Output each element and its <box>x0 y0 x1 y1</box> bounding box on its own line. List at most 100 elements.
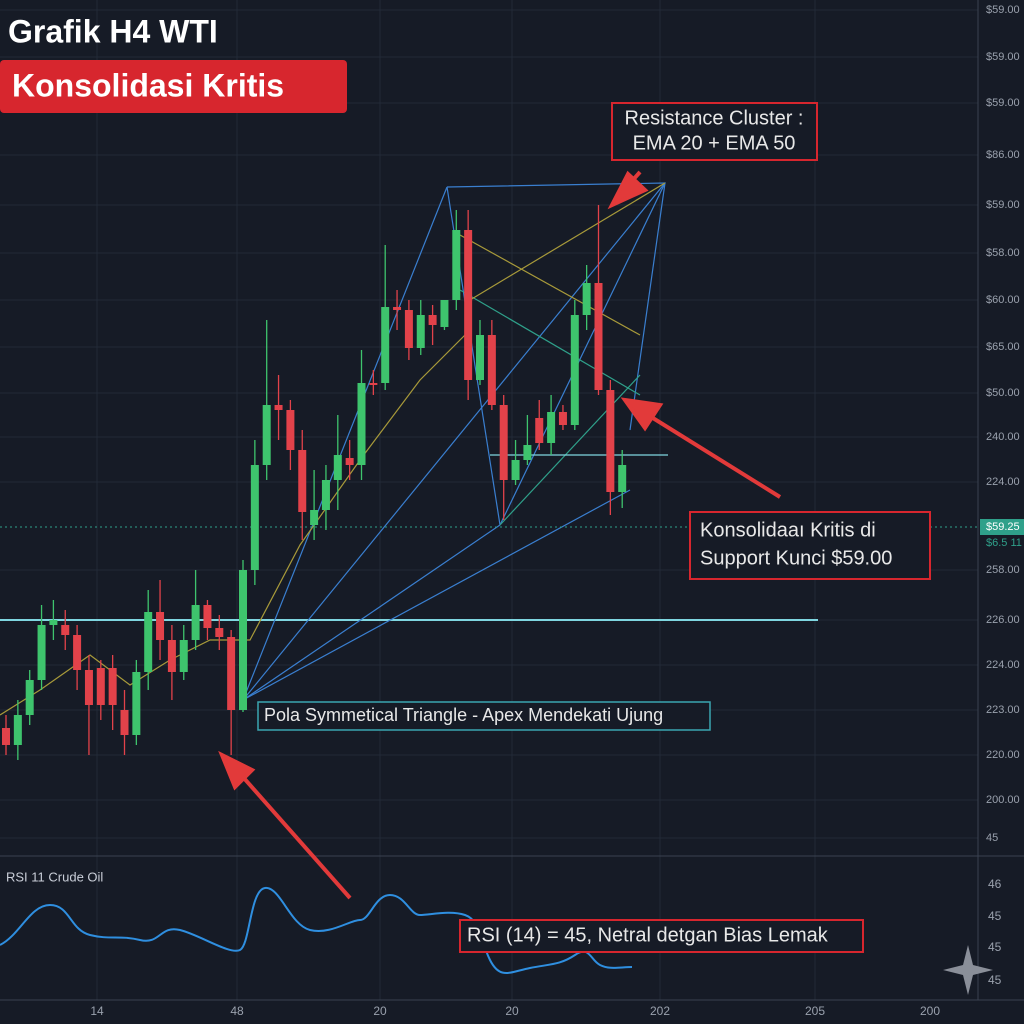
x-tick-label: 20 <box>505 1004 519 1018</box>
candle-body <box>499 405 508 480</box>
candle-body <box>250 465 259 570</box>
y-tick-label: 226.00 <box>986 614 1020 626</box>
candle-body <box>120 710 129 735</box>
candle-body <box>428 315 437 325</box>
candle-body <box>487 335 496 405</box>
candle-body <box>558 412 567 425</box>
candle-body <box>357 383 366 465</box>
candle-body <box>25 680 34 715</box>
candle-body <box>37 625 46 680</box>
candle-body <box>369 383 378 385</box>
candle-body <box>523 445 532 460</box>
y-tick-label: $59.00 <box>986 4 1020 16</box>
y-tick-label: $65.00 <box>986 341 1020 353</box>
y-tick-label: $59.00 <box>986 199 1020 211</box>
annotation-box <box>689 511 931 580</box>
candle-body <box>132 672 141 735</box>
candle-body <box>570 315 579 425</box>
annotation: RSI (14) = 45, Netral detgan Bias Lemak <box>467 924 829 946</box>
candle-body <box>215 628 224 637</box>
candle-body <box>416 315 425 348</box>
candle-body <box>227 637 236 710</box>
annotation: EMA 20 + EMA 50 <box>633 132 796 154</box>
annotation: Konsolidaaı Kritis di <box>700 519 876 541</box>
candle-body <box>535 418 544 443</box>
candle-body <box>594 283 603 390</box>
x-tick-label: 48 <box>230 1004 244 1018</box>
y-tick-label: 240.00 <box>986 431 1020 443</box>
badge <box>0 60 347 113</box>
y-tick-label: 258.00 <box>986 564 1020 576</box>
candle-body <box>582 283 591 315</box>
x-tick-label: 205 <box>805 1004 825 1018</box>
candle-body <box>618 465 627 492</box>
candle-body <box>179 640 188 672</box>
price-marker-label: $59.25 <box>986 521 1020 533</box>
annotation: Pola Symmetical Triangle - Apex Mendekat… <box>264 705 663 725</box>
x-tick-label: 200 <box>920 1004 940 1018</box>
y-tick-label: $58.00 <box>986 247 1020 259</box>
candle-body <box>191 605 200 640</box>
y-tick-label: 220.00 <box>986 749 1020 761</box>
candle-body <box>239 570 247 710</box>
candle-body <box>144 612 153 672</box>
candle-body <box>393 307 402 310</box>
chart-subtitle: Konsolidasi Kritis <box>12 67 284 103</box>
candle-body <box>333 455 342 480</box>
y-tick-label: 45 <box>986 832 998 844</box>
x-tick-label: 20 <box>373 1004 387 1018</box>
candle-body <box>156 612 165 640</box>
candle-body <box>310 510 319 525</box>
price-marker-sublabel: $6.5 11 <box>986 537 1022 549</box>
candle-body <box>203 605 212 628</box>
rsi-line <box>0 887 633 974</box>
candle-body <box>476 335 484 380</box>
candle-body <box>606 390 615 492</box>
y-tick-label: $86.00 <box>986 149 1020 161</box>
annotation-box <box>257 701 711 731</box>
y-tick-label: $60.00 <box>986 294 1020 306</box>
candle-body <box>49 620 58 625</box>
candle-body <box>381 307 390 383</box>
rsi-tick-label: 45 <box>988 940 1002 954</box>
candle-body <box>73 635 82 670</box>
annotation: Resistance Cluster : <box>625 107 804 129</box>
rsi-title: RSI 11 Crude Oil <box>6 869 103 884</box>
candle-body <box>321 480 330 510</box>
candle-body <box>108 668 117 705</box>
candle-body <box>13 715 22 745</box>
candle-body <box>464 230 473 380</box>
annotation-box <box>459 919 864 953</box>
rsi-tick-label: 45 <box>988 909 1002 923</box>
candle-body <box>345 458 354 465</box>
y-tick-label: $50.00 <box>986 387 1020 399</box>
candle-body <box>96 668 105 705</box>
candle-body <box>511 460 520 480</box>
price-badge <box>980 519 1024 535</box>
chart-title: Grafik H4 WTI <box>8 13 218 49</box>
candle-body <box>404 310 413 348</box>
candle-body <box>84 670 93 705</box>
annotation: Support Kunci $59.00 <box>700 547 892 569</box>
x-tick-label: 202 <box>650 1004 670 1018</box>
rsi-tick-label: 46 <box>988 877 1002 891</box>
candle-body <box>274 405 283 410</box>
candle-body <box>286 410 295 450</box>
arrows <box>218 170 782 900</box>
y-tick-label: 224.00 <box>986 659 1020 671</box>
candle-body <box>61 625 70 635</box>
y-tick-label: 223.00 <box>986 704 1020 716</box>
y-tick-label: 224.00 <box>986 476 1020 488</box>
rsi-tick-label: 45 <box>988 973 1002 987</box>
annotation-box <box>611 102 818 161</box>
sparkle-icon <box>943 945 993 995</box>
x-tick-label: 14 <box>90 1004 104 1018</box>
y-tick-label: $59.00 <box>986 51 1020 63</box>
y-tick-label: $59.00 <box>986 97 1020 109</box>
candle-body <box>298 450 307 512</box>
candle-body <box>2 728 10 745</box>
candle-body <box>167 640 176 672</box>
candle-body <box>452 230 461 300</box>
